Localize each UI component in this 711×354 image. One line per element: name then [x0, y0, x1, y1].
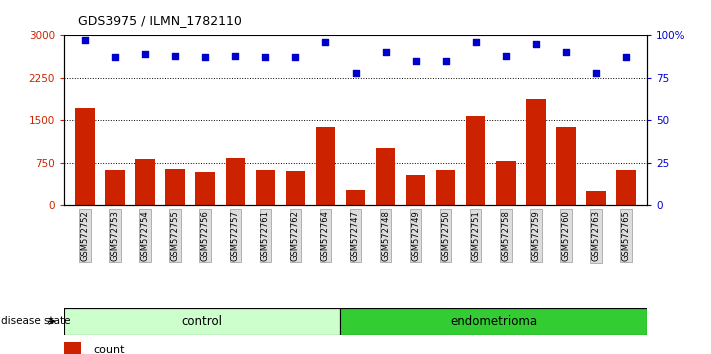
Point: [80, 38, 91, 43]
Point: [470, 39, 481, 45]
Point: [200, 55, 211, 60]
Bar: [64, 342, 82, 354]
Point: [109, 55, 121, 60]
Bar: [286, 171, 305, 205]
Point: [530, 41, 542, 47]
Text: GSM572758: GSM572758: [501, 210, 510, 261]
Bar: [196, 172, 215, 205]
Bar: [616, 170, 636, 205]
Text: endometrioma: endometrioma: [450, 315, 537, 328]
Point: [169, 53, 181, 59]
Point: [260, 55, 271, 60]
Text: GSM572750: GSM572750: [441, 210, 450, 261]
Bar: [135, 159, 155, 205]
Text: GSM572761: GSM572761: [261, 210, 270, 261]
Bar: [436, 170, 456, 205]
Bar: [64, 308, 340, 335]
Bar: [225, 158, 245, 205]
Text: GSM572757: GSM572757: [231, 210, 240, 261]
Text: GSM572754: GSM572754: [141, 210, 149, 261]
Text: GSM572763: GSM572763: [592, 210, 600, 261]
Point: [560, 50, 572, 55]
Point: [230, 53, 241, 59]
Point: [380, 50, 391, 55]
Text: GSM572748: GSM572748: [381, 210, 390, 261]
Text: GSM572756: GSM572756: [201, 210, 210, 261]
Text: GSM572759: GSM572759: [531, 210, 540, 261]
Bar: [496, 161, 515, 205]
Text: control: control: [181, 315, 223, 328]
Text: GDS3975 / ILMN_1782110: GDS3975 / ILMN_1782110: [78, 14, 242, 27]
Point: [440, 58, 451, 64]
Bar: [255, 170, 275, 205]
Point: [620, 55, 631, 60]
Bar: [586, 191, 606, 205]
Text: disease state: disease state: [1, 316, 70, 326]
Text: count: count: [93, 345, 124, 354]
Point: [350, 70, 361, 76]
Bar: [526, 99, 545, 205]
Point: [289, 55, 301, 60]
Bar: [105, 170, 125, 205]
Text: GSM572751: GSM572751: [471, 210, 480, 261]
Bar: [340, 308, 647, 335]
Bar: [376, 148, 395, 205]
Text: GSM572749: GSM572749: [411, 210, 420, 261]
Bar: [316, 127, 335, 205]
Text: GSM572755: GSM572755: [171, 210, 180, 261]
Bar: [406, 175, 425, 205]
Bar: [166, 169, 185, 205]
Bar: [75, 108, 95, 205]
Text: GSM572762: GSM572762: [291, 210, 300, 261]
Text: GSM572764: GSM572764: [321, 210, 330, 261]
Bar: [466, 116, 486, 205]
Bar: [346, 190, 365, 205]
Text: GSM572753: GSM572753: [111, 210, 119, 261]
Text: GSM572752: GSM572752: [80, 210, 90, 261]
Text: GSM572747: GSM572747: [351, 210, 360, 261]
Text: GSM572765: GSM572765: [621, 210, 631, 261]
Point: [139, 51, 151, 57]
Bar: [556, 127, 576, 205]
Point: [320, 39, 331, 45]
Text: GSM572760: GSM572760: [562, 210, 570, 261]
Point: [410, 58, 422, 64]
Point: [590, 70, 602, 76]
Point: [500, 53, 511, 59]
